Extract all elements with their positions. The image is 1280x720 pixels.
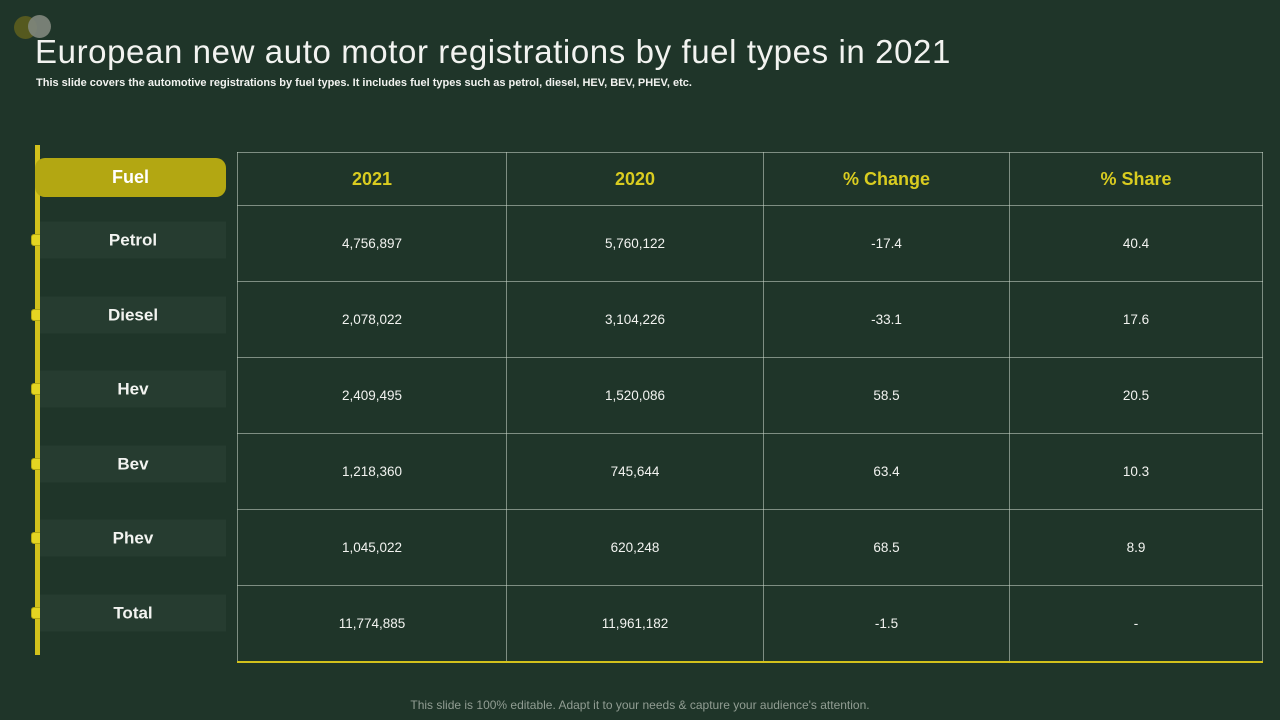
cell-hev-change: 58.5	[763, 357, 1010, 434]
cell-bev-2021: 1,218,360	[237, 433, 507, 510]
fuel-label-phev: Phev	[40, 519, 226, 557]
table-row-diesel: 2,078,022 3,104,226 -33.1 17.6	[237, 281, 1263, 358]
column-header-2020: 2020	[506, 152, 764, 206]
cell-diesel-2020: 3,104,226	[506, 281, 764, 358]
fuel-rail-cell-petrol: Petrol	[0, 203, 226, 278]
fuel-rail-line	[35, 145, 40, 655]
cell-phev-change: 68.5	[763, 509, 1010, 586]
cell-total-2020: 11,961,182	[506, 585, 764, 662]
cell-hev-2020: 1,520,086	[506, 357, 764, 434]
cell-phev-2020: 620,248	[506, 509, 764, 586]
slide-subtitle: This slide covers the automotive registr…	[36, 77, 692, 89]
cell-petrol-share: 40.4	[1009, 205, 1263, 282]
fuel-label-bev: Bev	[40, 445, 226, 483]
table-row-bev: 1,218,360 745,644 63.4 10.3	[237, 433, 1263, 510]
cell-total-change: -1.5	[763, 585, 1010, 662]
cell-total-share: -	[1009, 585, 1263, 662]
table-row-total: 11,774,885 11,961,182 -1.5-	[237, 585, 1263, 662]
cell-phev-2021: 1,045,022	[237, 509, 507, 586]
cell-petrol-2020: 5,760,122	[506, 205, 764, 282]
cell-bev-change: 63.4	[763, 433, 1010, 510]
table-row-hev: 2,409,495 1,520,086 58.5 20.5	[237, 357, 1263, 434]
cell-hev-share: 20.5	[1009, 357, 1263, 434]
slide-title: European new auto motor registrations by…	[35, 33, 951, 70]
table-row-petrol: 4,756,897 5,760,122 -17.4 40.4	[237, 205, 1263, 282]
cell-bev-share: 10.3	[1009, 433, 1263, 510]
fuel-label-total: Total	[40, 594, 226, 632]
fuel-type-list: Petrol Diesel Hev Bev Phev Total	[0, 203, 226, 650]
cell-diesel-2021: 2,078,022	[237, 281, 507, 358]
cell-hev-2021: 2,409,495	[237, 357, 507, 434]
table-row-phev: 1,045,022 620,248 68.5 8.9	[237, 509, 1263, 586]
registrations-table: 2021 2020% Change% Share 4,756,897 5,760,1…	[237, 152, 1263, 663]
column-header-2021: 2021	[237, 152, 507, 206]
cell-diesel-share: 17.6	[1009, 281, 1263, 358]
fuel-header-badge: Fuel	[35, 158, 226, 197]
circle-gray-icon	[28, 15, 51, 38]
fuel-rail-cell-phev: Phev	[0, 501, 226, 576]
fuel-label-petrol: Petrol	[40, 221, 226, 259]
fuel-rail-cell-total: Total	[0, 576, 226, 651]
cell-petrol-2021: 4,756,897	[237, 205, 507, 282]
fuel-label-hev: Hev	[40, 370, 226, 408]
fuel-rail-cell-diesel: Diesel	[0, 278, 226, 353]
slide-footer-note: This slide is 100% editable. Adapt it to…	[410, 698, 870, 712]
column-header-change: % Change	[763, 152, 1010, 206]
fuel-header-label: Fuel	[111, 167, 149, 187]
cell-phev-share: 8.9	[1009, 509, 1263, 586]
cell-diesel-change: -33.1	[763, 281, 1010, 358]
cell-total-2021: 11,774,885	[237, 585, 507, 662]
fuel-rail-cell-hev: Hev	[0, 352, 226, 427]
fuel-label-diesel: Diesel	[40, 296, 226, 334]
table-header-row: 2021 2020% Change% Share	[237, 152, 1263, 206]
cell-petrol-change: -17.4	[763, 205, 1010, 282]
column-header-share: % Share	[1009, 152, 1263, 206]
cell-bev-2020: 745,644	[506, 433, 764, 510]
fuel-rail-cell-bev: Bev	[0, 427, 226, 502]
